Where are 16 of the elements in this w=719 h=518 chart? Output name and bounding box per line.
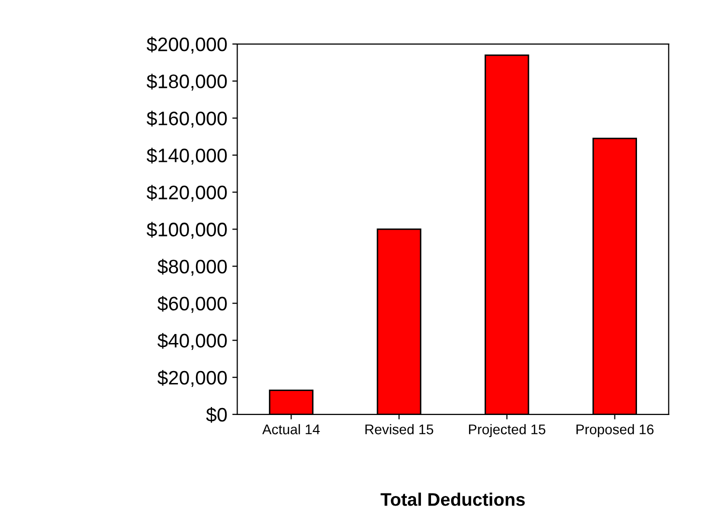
y-tick-label: $140,000 (146, 148, 227, 165)
x-axis-title: Total Deductions (380, 492, 525, 506)
y-tick-label: $20,000 (157, 370, 227, 387)
y-tick-label: $120,000 (146, 184, 227, 202)
y-tick-label: $100,000 (146, 222, 227, 239)
y-tick-label: $200,000 (146, 36, 227, 54)
x-tick-label: Proposed 16 (576, 424, 654, 438)
x-tick-label: Revised 15 (365, 424, 434, 434)
y-tick-label: $0 (206, 407, 227, 423)
x-tick-label: Projected 15 (469, 424, 546, 438)
y-tick-label: $40,000 (157, 332, 227, 350)
y-tick-label: $180,000 (146, 74, 227, 91)
y-tick-label: $160,000 (146, 110, 227, 128)
y-tick-label: $60,000 (157, 296, 227, 313)
y-tick-label: $80,000 (157, 258, 227, 276)
x-tick-label: Actual 14 (262, 424, 320, 434)
